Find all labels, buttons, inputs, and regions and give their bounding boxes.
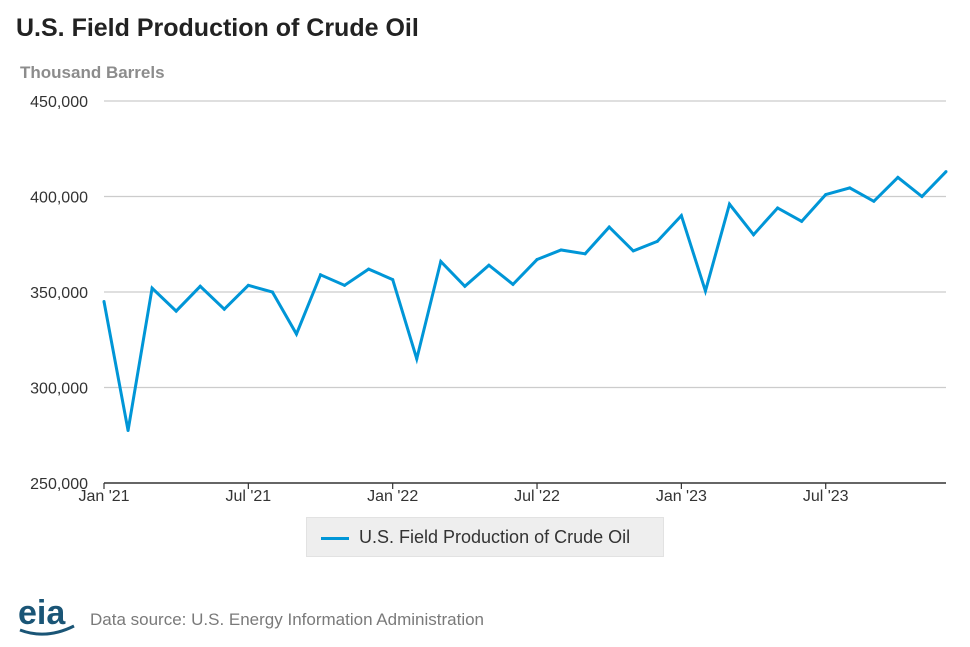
- data-point: [511, 282, 515, 286]
- data-point: [824, 193, 828, 197]
- data-point: [872, 199, 876, 203]
- series-layer: [102, 170, 948, 432]
- series-line: [102, 170, 948, 431]
- data-point: [343, 283, 347, 287]
- data-point: [920, 195, 924, 198]
- data-point: [655, 239, 659, 243]
- data-point: [126, 428, 130, 432]
- data-point: [367, 267, 371, 271]
- y-axis-unit-label: Thousand Barrels: [20, 63, 165, 82]
- data-point: [319, 273, 323, 277]
- y-tick-label: 250,000: [30, 476, 88, 493]
- data-point: [294, 332, 298, 336]
- data-point: [246, 283, 250, 287]
- x-tick-label: Jul '22: [514, 488, 560, 505]
- data-point: [896, 175, 900, 179]
- line-chart: 250,000 300,000 350,000 400,000 450,000 Jan …: [30, 94, 948, 505]
- x-tick-label: Jul '23: [803, 488, 849, 505]
- data-point: [583, 252, 587, 256]
- legend[interactable]: U.S. Field Production of Crude Oil: [306, 517, 664, 557]
- data-point: [944, 170, 948, 174]
- data-point: [487, 263, 491, 267]
- data-point: [800, 219, 804, 223]
- y-tick-label: 350,000: [30, 285, 88, 302]
- data-point: [415, 357, 419, 361]
- x-tick-label: Jan '22: [367, 488, 418, 505]
- legend-label: U.S. Field Production of Crude Oil: [359, 527, 631, 547]
- data-point: [848, 186, 852, 190]
- data-point: [150, 286, 154, 290]
- data-point: [198, 284, 202, 288]
- data-point: [102, 300, 106, 304]
- data-point: [679, 214, 683, 218]
- eia-logo-swoosh: [19, 624, 75, 636]
- data-point: [703, 289, 707, 293]
- y-axis-ticks: 250,000 300,000 350,000 400,000 450,000: [30, 94, 88, 493]
- x-tick-label: Jan '21: [78, 488, 129, 505]
- data-point: [463, 284, 467, 288]
- legend-swatch: [321, 537, 349, 540]
- eia-logo-text: eia: [18, 594, 66, 632]
- y-tick-label: 400,000: [30, 190, 88, 207]
- x-axis: Jan '21 Jul '21 Jan '22 Jul '22 Jan '23 Jul '…: [78, 482, 946, 505]
- data-point: [439, 259, 443, 263]
- y-tick-label: 450,000: [30, 94, 88, 111]
- data-point: [391, 278, 395, 282]
- grid-lines: [104, 100, 946, 389]
- data-point: [270, 290, 274, 294]
- data-point: [727, 202, 731, 206]
- y-tick-label: 300,000: [30, 381, 88, 398]
- data-point: [776, 206, 780, 210]
- data-point: [631, 249, 635, 253]
- data-point: [752, 233, 756, 237]
- data-point: [607, 225, 611, 229]
- data-point: [174, 309, 178, 313]
- data-point: [222, 307, 226, 311]
- eia-logo: eia: [18, 594, 75, 636]
- x-tick-label: Jul '21: [225, 488, 271, 505]
- data-point: [559, 248, 563, 252]
- chart-title: U.S. Field Production of Crude Oil: [16, 14, 419, 42]
- data-source-note: Data source: U.S. Energy Information Adm…: [90, 610, 485, 629]
- x-tick-label: Jan '23: [656, 488, 707, 505]
- data-point: [535, 258, 539, 262]
